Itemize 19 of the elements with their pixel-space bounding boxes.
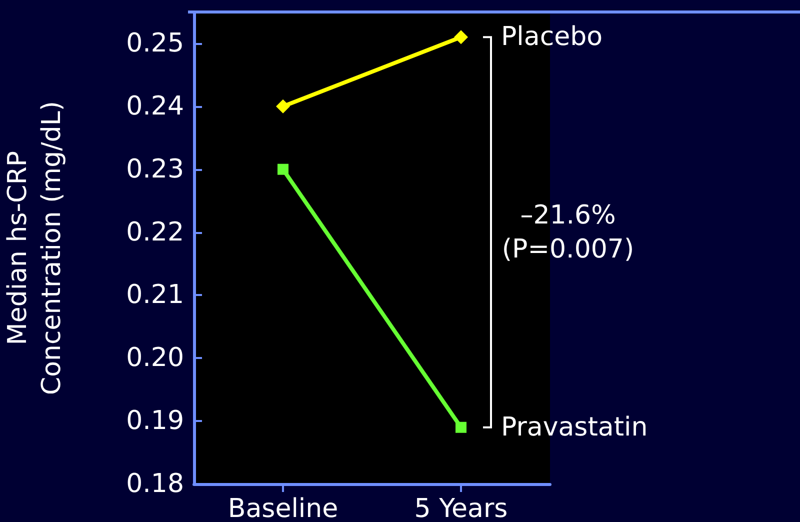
series-label: Pravastatin <box>501 412 648 442</box>
x-tick-label: 5 Years <box>414 494 508 522</box>
y-tick-label: 0.24 <box>126 91 184 122</box>
annotation: (P=0.007) <box>502 234 634 264</box>
y-axis-title: Median hs-CRP Concentration (mg/dL) <box>3 100 67 396</box>
y-tick-label: 0.23 <box>126 154 184 184</box>
point <box>278 164 288 175</box>
point <box>454 30 468 44</box>
y-tick-label: 0.18 <box>126 469 184 499</box>
point <box>276 99 290 114</box>
series-label: Placebo <box>501 22 603 52</box>
y-tick-label: 0.21 <box>126 280 184 310</box>
y-tick-label: 0.25 <box>126 28 184 58</box>
annotation: –21.6% <box>520 200 616 230</box>
y-tick-label: 0.22 <box>126 217 184 248</box>
y-tick-label: 0.20 <box>126 343 184 374</box>
y-tick-label: 0.19 <box>126 406 184 436</box>
x-tick-label: Baseline <box>228 494 338 522</box>
point <box>456 422 466 433</box>
